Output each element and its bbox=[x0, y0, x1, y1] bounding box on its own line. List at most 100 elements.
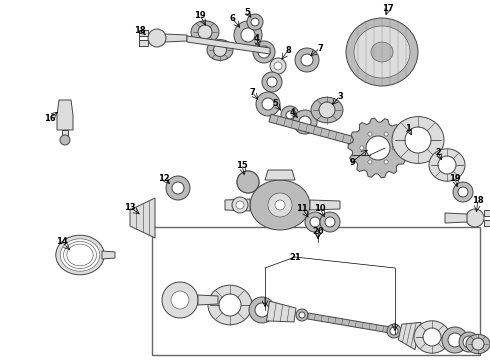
Polygon shape bbox=[130, 198, 155, 238]
Circle shape bbox=[320, 212, 340, 232]
Circle shape bbox=[262, 72, 282, 92]
Circle shape bbox=[472, 338, 484, 350]
Circle shape bbox=[319, 102, 335, 118]
Polygon shape bbox=[198, 295, 218, 305]
Text: 20: 20 bbox=[312, 228, 324, 237]
Circle shape bbox=[236, 201, 244, 209]
Circle shape bbox=[243, 177, 253, 187]
Circle shape bbox=[270, 58, 286, 74]
Circle shape bbox=[60, 135, 70, 145]
Ellipse shape bbox=[466, 334, 490, 354]
Polygon shape bbox=[348, 118, 408, 178]
Circle shape bbox=[368, 160, 372, 164]
Circle shape bbox=[293, 110, 317, 134]
Text: 19: 19 bbox=[194, 10, 206, 19]
Circle shape bbox=[171, 291, 189, 309]
Circle shape bbox=[360, 146, 364, 150]
Circle shape bbox=[172, 182, 184, 194]
Circle shape bbox=[166, 176, 190, 200]
Circle shape bbox=[262, 98, 274, 110]
Ellipse shape bbox=[207, 40, 233, 60]
Circle shape bbox=[423, 328, 441, 346]
Circle shape bbox=[219, 294, 241, 316]
Circle shape bbox=[453, 182, 473, 202]
Polygon shape bbox=[484, 210, 490, 216]
Text: 6: 6 bbox=[229, 14, 235, 23]
Ellipse shape bbox=[414, 321, 450, 353]
Ellipse shape bbox=[371, 42, 393, 62]
Polygon shape bbox=[265, 170, 295, 180]
Text: 4: 4 bbox=[253, 33, 259, 42]
Circle shape bbox=[237, 171, 259, 193]
Circle shape bbox=[442, 327, 468, 353]
Circle shape bbox=[281, 106, 299, 124]
Circle shape bbox=[258, 46, 270, 58]
Circle shape bbox=[296, 309, 308, 321]
Ellipse shape bbox=[56, 235, 104, 275]
Circle shape bbox=[148, 29, 166, 47]
Ellipse shape bbox=[311, 97, 343, 123]
Text: 21: 21 bbox=[289, 252, 301, 261]
Circle shape bbox=[392, 146, 396, 150]
Text: 7: 7 bbox=[249, 87, 255, 96]
Text: 7: 7 bbox=[317, 44, 323, 53]
Text: 15: 15 bbox=[236, 161, 248, 170]
Text: 3: 3 bbox=[337, 91, 343, 100]
Circle shape bbox=[251, 18, 259, 26]
Text: 11: 11 bbox=[296, 203, 308, 212]
Circle shape bbox=[325, 217, 335, 227]
Polygon shape bbox=[62, 130, 68, 137]
Polygon shape bbox=[310, 200, 340, 210]
Circle shape bbox=[384, 160, 388, 164]
Ellipse shape bbox=[392, 117, 444, 163]
Circle shape bbox=[275, 200, 285, 210]
Polygon shape bbox=[308, 313, 391, 333]
Text: 18: 18 bbox=[134, 26, 146, 35]
Bar bbox=[152, 227, 480, 355]
Text: 8: 8 bbox=[285, 45, 291, 54]
Polygon shape bbox=[225, 199, 250, 211]
Text: 5: 5 bbox=[244, 8, 250, 17]
Polygon shape bbox=[398, 322, 421, 350]
Text: 17: 17 bbox=[382, 4, 394, 13]
Polygon shape bbox=[445, 213, 467, 223]
Circle shape bbox=[310, 217, 320, 227]
Circle shape bbox=[234, 21, 262, 49]
Circle shape bbox=[368, 132, 372, 136]
Circle shape bbox=[241, 28, 255, 42]
Polygon shape bbox=[484, 220, 490, 226]
Circle shape bbox=[301, 54, 313, 66]
Circle shape bbox=[286, 111, 294, 119]
Text: 4: 4 bbox=[289, 108, 295, 117]
Polygon shape bbox=[165, 34, 187, 42]
Circle shape bbox=[466, 209, 484, 227]
Circle shape bbox=[247, 14, 263, 30]
Circle shape bbox=[162, 282, 198, 318]
Text: 10: 10 bbox=[314, 203, 326, 212]
Circle shape bbox=[249, 297, 275, 323]
Circle shape bbox=[366, 136, 390, 160]
Circle shape bbox=[255, 303, 269, 317]
Circle shape bbox=[448, 333, 462, 347]
Text: 13: 13 bbox=[124, 202, 136, 212]
Ellipse shape bbox=[346, 18, 418, 86]
Polygon shape bbox=[57, 100, 73, 130]
Text: 16: 16 bbox=[44, 113, 56, 122]
Circle shape bbox=[198, 25, 212, 39]
Ellipse shape bbox=[60, 239, 100, 271]
Text: 2: 2 bbox=[435, 148, 441, 157]
Ellipse shape bbox=[354, 26, 410, 78]
Text: 5: 5 bbox=[272, 99, 278, 108]
Circle shape bbox=[232, 197, 248, 213]
Circle shape bbox=[267, 77, 277, 87]
Polygon shape bbox=[187, 36, 270, 54]
Circle shape bbox=[299, 312, 305, 318]
Circle shape bbox=[387, 324, 401, 338]
Circle shape bbox=[295, 48, 319, 72]
Polygon shape bbox=[139, 40, 148, 46]
Circle shape bbox=[299, 116, 311, 128]
Circle shape bbox=[214, 44, 226, 57]
Polygon shape bbox=[269, 114, 359, 146]
Circle shape bbox=[458, 187, 468, 197]
Circle shape bbox=[438, 156, 456, 174]
